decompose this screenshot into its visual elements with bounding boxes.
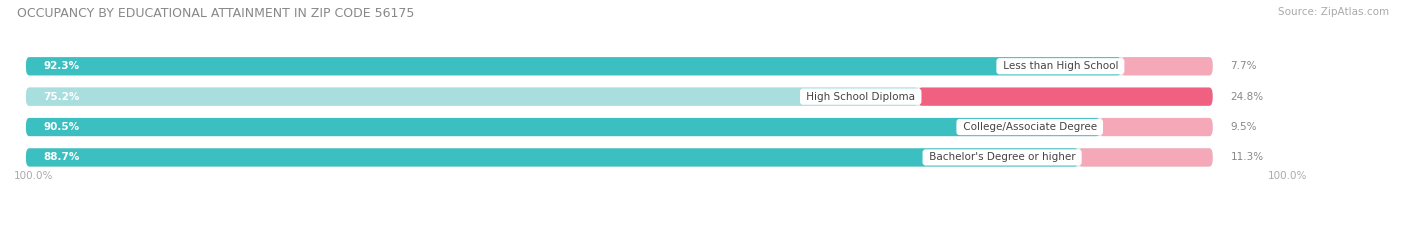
Text: 7.7%: 7.7% — [1230, 61, 1257, 71]
Text: 11.3%: 11.3% — [1230, 152, 1264, 162]
FancyBboxPatch shape — [1121, 57, 1212, 75]
FancyBboxPatch shape — [25, 148, 1078, 167]
FancyBboxPatch shape — [918, 88, 1212, 106]
FancyBboxPatch shape — [25, 148, 1212, 167]
FancyBboxPatch shape — [1099, 118, 1212, 136]
FancyBboxPatch shape — [25, 57, 1121, 75]
Text: OCCUPANCY BY EDUCATIONAL ATTAINMENT IN ZIP CODE 56175: OCCUPANCY BY EDUCATIONAL ATTAINMENT IN Z… — [17, 7, 415, 20]
Text: 88.7%: 88.7% — [44, 152, 80, 162]
FancyBboxPatch shape — [25, 57, 1212, 75]
Text: Bachelor's Degree or higher: Bachelor's Degree or higher — [925, 152, 1078, 162]
FancyBboxPatch shape — [25, 118, 1212, 136]
Text: 9.5%: 9.5% — [1230, 122, 1257, 132]
Legend: Owner-occupied, Renter-occupied: Owner-occupied, Renter-occupied — [544, 230, 778, 233]
Text: 90.5%: 90.5% — [44, 122, 80, 132]
Text: 100.0%: 100.0% — [14, 171, 53, 181]
Text: Source: ZipAtlas.com: Source: ZipAtlas.com — [1278, 7, 1389, 17]
Text: 24.8%: 24.8% — [1230, 92, 1264, 102]
Text: College/Associate Degree: College/Associate Degree — [959, 122, 1099, 132]
FancyBboxPatch shape — [25, 88, 918, 106]
Text: High School Diploma: High School Diploma — [803, 92, 918, 102]
FancyBboxPatch shape — [1078, 148, 1212, 167]
Text: 100.0%: 100.0% — [1268, 171, 1308, 181]
Text: Less than High School: Less than High School — [1000, 61, 1121, 71]
Text: 92.3%: 92.3% — [44, 61, 80, 71]
FancyBboxPatch shape — [25, 88, 1212, 106]
Text: 75.2%: 75.2% — [44, 92, 80, 102]
FancyBboxPatch shape — [25, 118, 1099, 136]
